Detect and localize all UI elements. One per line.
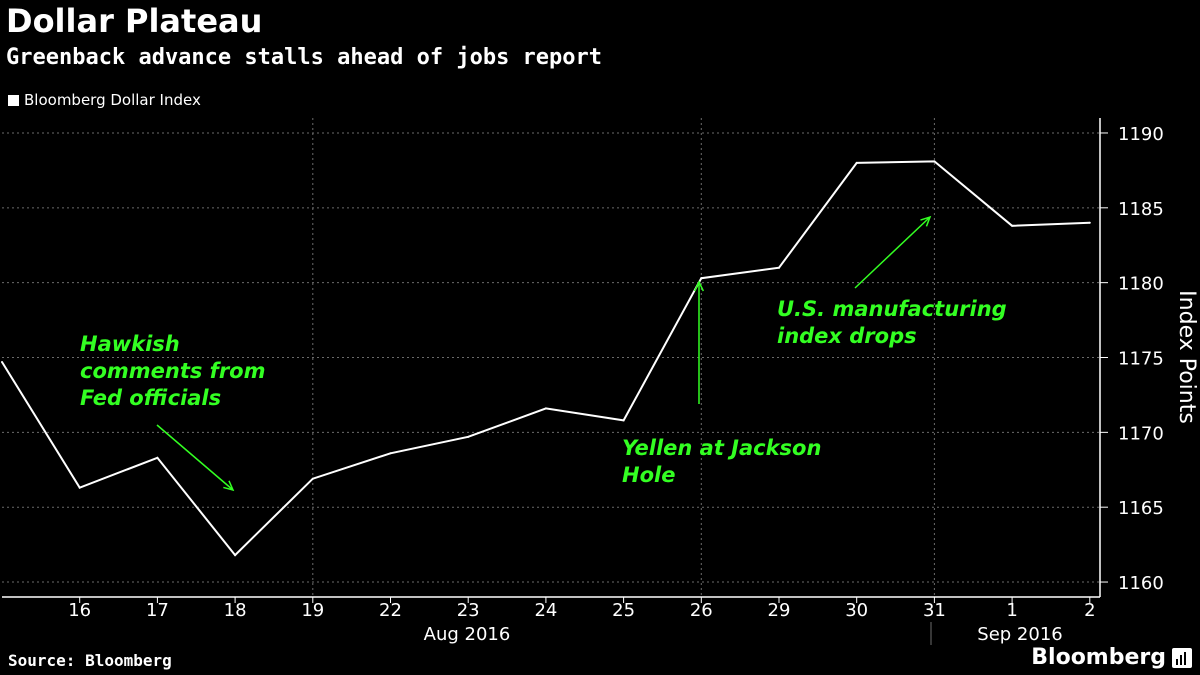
data-point	[1088, 221, 1091, 224]
annotation-line: Hawkish	[80, 332, 180, 356]
annotation-line: comments from	[80, 359, 265, 383]
chart-title: Dollar Plateau	[6, 2, 263, 40]
y-tick-label: 1175	[1118, 349, 1164, 370]
annotation-text: U.S. manufacturing index drops	[777, 297, 1007, 348]
data-point	[700, 277, 703, 280]
annotation-text: Yellen at Jackson Hole	[622, 436, 821, 487]
x-tick-label: 24	[534, 600, 557, 621]
annotation-arrow	[156, 424, 234, 491]
annotation-text: Hawkish comments from Fed officials	[80, 332, 265, 410]
month-label-aug: Aug 2016	[424, 624, 511, 645]
month-label-sep: Sep 2016	[977, 624, 1062, 645]
x-tick-label: 22	[379, 600, 402, 621]
annotation-arrowhead	[920, 215, 932, 227]
y-axis-title: Index Points	[1174, 290, 1199, 424]
x-tick-label: 2	[1084, 600, 1095, 621]
x-tick-label: 16	[68, 600, 91, 621]
annotation-arrow	[854, 216, 931, 289]
chart-subtitle: Greenback advance stalls ahead of jobs r…	[6, 45, 603, 70]
data-point	[778, 266, 780, 269]
data-point	[389, 452, 392, 455]
y-tick-label: 1180	[1118, 274, 1164, 295]
y-tick-label: 1190	[1118, 124, 1164, 145]
x-tick-label: 23	[457, 600, 480, 621]
brand-logo-text: Bloomberg	[1031, 645, 1166, 670]
y-tick-label: 1170	[1118, 423, 1164, 444]
annotation-arrowhead	[693, 280, 705, 292]
annotation-line: Fed officials	[80, 386, 221, 410]
bloomberg-terminal-icon	[1172, 648, 1192, 668]
annotation-line: Hole	[622, 463, 675, 487]
annotation-line: Yellen at Jackson	[622, 436, 821, 460]
x-tick-label: 26	[690, 600, 713, 621]
data-point	[234, 554, 237, 557]
data-point	[544, 407, 547, 410]
x-tick-label: 18	[224, 600, 247, 621]
x-tick-label: 31	[923, 600, 946, 621]
data-point	[467, 435, 470, 438]
x-tick-label: 19	[301, 600, 324, 621]
x-tick-label: 25	[612, 600, 635, 621]
legend-swatch	[8, 94, 19, 106]
data-point	[855, 161, 858, 164]
y-tick-label: 1185	[1118, 199, 1164, 220]
annotation-line: U.S. manufacturing	[777, 297, 1007, 321]
data-point	[933, 160, 936, 163]
x-tick-label: 17	[146, 600, 169, 621]
data-point	[156, 456, 159, 459]
data-point	[1011, 224, 1014, 227]
y-tick-label: 1160	[1118, 573, 1164, 594]
data-point	[78, 486, 81, 489]
data-point	[311, 477, 314, 480]
x-tick-label: 29	[768, 600, 791, 621]
legend-label: Bloomberg Dollar Index	[24, 91, 201, 109]
y-tick-label: 1165	[1118, 498, 1164, 519]
x-tick-label: 30	[845, 600, 868, 621]
x-tick-label: 1	[1006, 600, 1017, 621]
data-point	[1, 360, 3, 363]
annotation-arrowhead	[223, 480, 235, 492]
legend: Bloomberg Dollar Index	[8, 91, 201, 109]
source-note: Source: Bloomberg	[8, 651, 172, 670]
annotation-line: index drops	[777, 324, 917, 348]
data-point	[622, 419, 625, 422]
